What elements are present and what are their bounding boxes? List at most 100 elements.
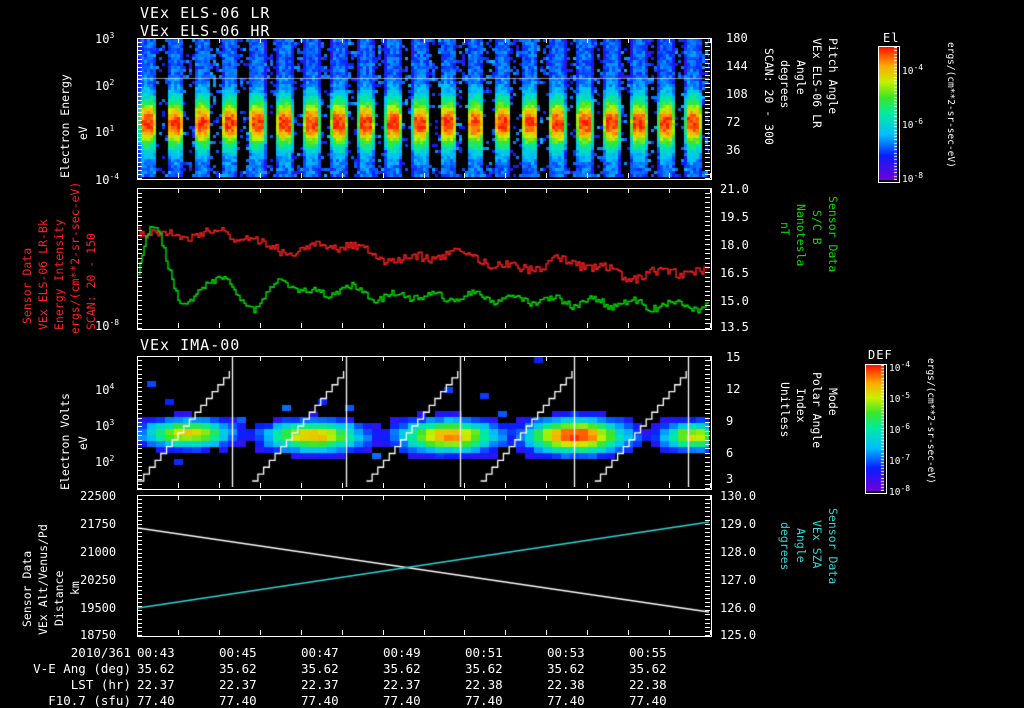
axis-tick — [705, 598, 710, 599]
axis-tick — [137, 516, 142, 517]
axis-tick — [301, 483, 302, 488]
colorbar1-tick-0: 10-4 — [902, 63, 924, 78]
axis-tick — [705, 46, 710, 47]
panel4-ltick-2: 21000 — [80, 545, 117, 559]
axis-tick — [137, 382, 142, 383]
axis-tick — [137, 295, 142, 296]
axis-tick — [505, 495, 506, 500]
panel1-ytick-100: 102 — [95, 78, 115, 93]
panel1-plot-area[interactable] — [137, 38, 712, 180]
axis-tick — [628, 356, 629, 361]
axis-tick — [137, 511, 142, 512]
axis-tick — [260, 495, 261, 500]
axis-tick — [705, 83, 710, 84]
panel4-ltick-4: 19500 — [80, 601, 117, 615]
panel2-left-label-4: SCAN: 20 - 150 — [84, 233, 98, 330]
panel2-ytick-bottom: 10-8 — [95, 318, 120, 333]
axis-tick — [137, 272, 142, 273]
axis-tick — [424, 188, 425, 193]
axis-tick — [705, 112, 710, 113]
axis-tick — [137, 46, 142, 47]
axis-tick — [546, 188, 547, 193]
panel4-rtick-0: 130.0 — [720, 489, 757, 503]
axis-tick — [137, 577, 142, 578]
panel3-ytick-1000: 103 — [95, 418, 115, 433]
axis-tick — [137, 400, 142, 401]
panel4-ltick-5: 18750 — [80, 628, 117, 642]
panel1-ytick-1000: 103 — [95, 31, 115, 46]
axis-tick — [628, 173, 629, 178]
bottom-cell-r3-c1: 77.40 — [219, 693, 257, 708]
panel3-plot-area[interactable] — [137, 356, 712, 490]
axis-tick — [705, 277, 710, 278]
axis-tick — [705, 470, 710, 471]
axis-tick — [705, 374, 710, 375]
axis-tick — [705, 120, 710, 121]
panel2-left-label-0: Sensor Data — [20, 247, 34, 324]
axis-tick — [342, 495, 343, 500]
axis-tick — [137, 291, 142, 292]
axis-tick — [705, 495, 710, 496]
axis-tick — [705, 457, 710, 458]
bottom-cell-r1-c2: 35.62 — [301, 661, 339, 676]
axis-tick — [705, 623, 710, 624]
panel4-left-label-2: Distance — [52, 570, 66, 626]
axis-tick — [383, 323, 384, 328]
axis-tick — [705, 422, 710, 423]
bottom-cell-r2-c2: 22.37 — [301, 677, 339, 692]
axis-tick — [178, 173, 179, 178]
axis-tick — [137, 488, 142, 489]
axis-tick — [705, 38, 710, 39]
axis-tick — [705, 448, 710, 449]
axis-tick — [137, 553, 142, 554]
panel1-rtick-36: 36 — [726, 143, 741, 157]
axis-tick — [137, 435, 142, 436]
panel1-right-label-2: Angle — [794, 60, 808, 95]
panel4-right-label-2: Angle — [794, 528, 808, 563]
axis-tick — [137, 328, 142, 329]
axis-tick — [383, 38, 384, 43]
panel4-plot-area[interactable] — [137, 495, 712, 637]
axis-tick — [464, 323, 465, 328]
axis-tick — [137, 520, 142, 521]
axis-tick — [705, 323, 710, 324]
colorbar2-tick-1: 10-5 — [889, 391, 911, 406]
panel4-lines-canvas — [138, 496, 709, 634]
axis-tick — [705, 286, 710, 287]
axis-tick — [705, 305, 710, 306]
axis-tick — [705, 631, 710, 632]
axis-tick — [505, 173, 506, 178]
axis-tick — [137, 536, 142, 537]
axis-tick — [137, 610, 142, 611]
panel2-left-label-1: VEx ELS-06 LR-Bk — [36, 219, 50, 330]
axis-tick — [219, 630, 220, 635]
axis-tick — [137, 374, 142, 375]
axis-tick — [137, 173, 138, 178]
axis-tick — [137, 67, 142, 68]
panel2-plot-area[interactable] — [137, 188, 712, 330]
axis-tick — [628, 483, 629, 488]
axis-tick — [424, 483, 425, 488]
axis-tick — [137, 38, 138, 43]
axis-tick — [705, 577, 710, 578]
panel1-rtick-72: 72 — [726, 115, 741, 129]
bottom-cell-r2-c1: 22.37 — [219, 677, 257, 692]
axis-tick — [137, 174, 142, 175]
axis-tick — [705, 484, 710, 485]
axis-tick — [137, 281, 142, 282]
bottom-cell-r3-c0: 77.40 — [137, 693, 175, 708]
axis-tick — [137, 356, 142, 357]
axis-tick — [705, 100, 710, 101]
bottom-row-label-0: 2010/361 — [70, 645, 131, 660]
axis-tick — [705, 444, 710, 445]
axis-tick — [628, 323, 629, 328]
axis-tick — [137, 457, 142, 458]
axis-tick — [301, 173, 302, 178]
axis-tick — [669, 356, 670, 361]
axis-tick — [137, 623, 142, 624]
axis-tick — [705, 193, 710, 194]
axis-tick — [705, 635, 710, 636]
axis-tick — [705, 499, 710, 500]
axis-tick — [137, 369, 142, 370]
axis-tick — [137, 104, 142, 105]
